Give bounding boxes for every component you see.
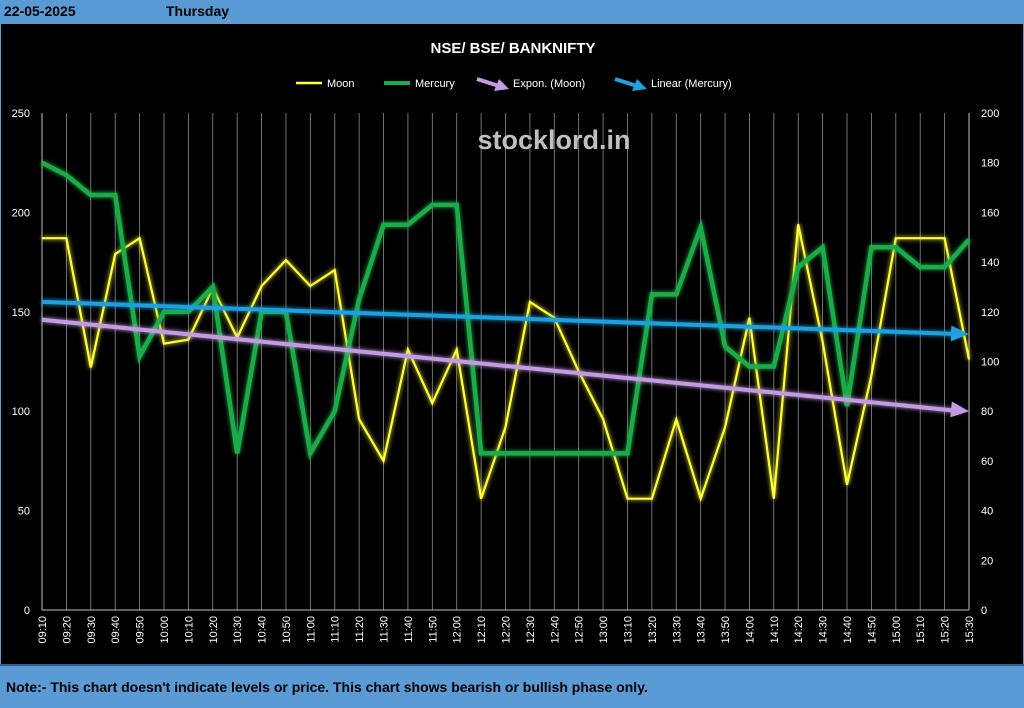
series-line-moon <box>42 224 971 503</box>
x-tick-label: 11:20 <box>354 616 366 643</box>
x-tick-label: 09:40 <box>110 616 122 644</box>
trendlines <box>41 299 969 418</box>
x-tick-label: 12:20 <box>501 616 513 644</box>
header-bar: 22-05-2025 Thursday <box>0 0 1024 25</box>
date-label: 22-05-2025 <box>4 3 76 19</box>
x-tick-label: 14:50 <box>866 616 878 644</box>
x-tick-label: 14:00 <box>744 616 756 644</box>
x-tick-label: 11:40 <box>403 616 415 643</box>
x-tick-label: 14:20 <box>793 616 805 644</box>
x-tick-label: 13:30 <box>671 616 683 644</box>
legend-expon-moon-arrowhead <box>494 79 509 91</box>
x-tick-label: 10:50 <box>281 616 293 644</box>
trendline-linear-mercury <box>41 299 962 337</box>
note-text: Note:- This chart doesn't indicate level… <box>6 679 648 695</box>
right-tick-label: 120 <box>981 307 999 319</box>
x-tick-label: 14:40 <box>842 616 854 644</box>
x-tick-label: 12:30 <box>525 616 537 644</box>
legend-linear-mercury-arrowhead <box>632 79 647 91</box>
right-tick-label: 80 <box>981 406 993 418</box>
x-tick-label: 12:00 <box>452 616 464 644</box>
x-tick-label: 12:10 <box>476 616 488 644</box>
trendline-linear-mercury-arrowhead <box>950 325 969 342</box>
legend-linear-mercury-swatch <box>614 77 638 88</box>
x-tick-label: 11:10 <box>330 616 342 643</box>
x-tick-label: 15:00 <box>891 616 903 644</box>
x-tick-label: 13:00 <box>598 616 610 644</box>
legend-expon-moon-label: Expon. (Moon) <box>513 78 585 90</box>
x-tick-label: 13:50 <box>720 616 732 644</box>
x-tick-label: 10:40 <box>257 616 269 644</box>
series-line-mercury <box>40 160 971 460</box>
x-tick-label: 12:50 <box>574 616 586 644</box>
left-tick-label: 200 <box>12 207 30 219</box>
x-tick-label: 09:10 <box>37 616 49 644</box>
trendline-expon-moon <box>41 317 962 414</box>
x-tick-label: 11:00 <box>305 616 317 643</box>
axes: 0 50 100 150 200 250 0 20 40 60 80 100 120 140 160 180 2… <box>12 108 1000 644</box>
x-tick-label: 15:20 <box>940 616 952 644</box>
right-tick-label: 20 <box>981 555 993 567</box>
right-tick-label: 160 <box>981 207 999 219</box>
right-tick-label: 60 <box>981 456 993 468</box>
x-tick-label: 12:40 <box>549 616 561 644</box>
x-tick-label: 10:00 <box>159 616 171 644</box>
legend-expon-moon-swatch <box>476 77 500 88</box>
left-tick-label: 150 <box>12 307 30 319</box>
left-tick-label: 250 <box>12 108 30 120</box>
right-tick-label: 100 <box>981 357 999 369</box>
legend-moon-label: Moon <box>327 78 355 90</box>
series-lines <box>40 160 971 503</box>
left-tick-label: 50 <box>18 506 30 518</box>
x-tick-label: 10:30 <box>232 616 244 644</box>
x-tick-label: 09:50 <box>135 616 147 644</box>
x-tick-label: 09:20 <box>61 616 73 644</box>
x-tick-label: 14:10 <box>769 616 781 644</box>
x-tick-label: 14:30 <box>818 616 830 644</box>
x-tick-label: 15:10 <box>915 616 927 644</box>
x-tick-label: 15:30 <box>964 616 976 644</box>
chart-title: NSE/ BSE/ BANKNIFTY <box>430 40 595 57</box>
vertical-gridlines <box>41 113 970 610</box>
x-tick-label: 10:20 <box>208 616 220 644</box>
legend: Moon Mercury Expon. (Moon) Linear (Mercury) <box>296 77 732 91</box>
x-tick-label: 11:30 <box>379 616 391 643</box>
right-tick-label: 200 <box>981 108 999 120</box>
legend-linear-mercury-label: Linear (Mercury) <box>651 78 732 90</box>
right-tick-label: 40 <box>981 506 993 518</box>
watermark: stocklord.in <box>477 125 630 155</box>
right-tick-label: 0 <box>981 605 987 617</box>
x-tick-label: 13:20 <box>647 616 659 644</box>
x-tick-label: 11:50 <box>427 616 439 643</box>
x-tick-label: 10:10 <box>183 616 195 644</box>
trendline-expon-moon-arrowhead <box>950 401 969 418</box>
x-tick-label: 13:40 <box>696 616 708 644</box>
right-tick-label: 180 <box>981 158 999 170</box>
day-label: Thursday <box>166 3 230 19</box>
note-bar: Note:- This chart doesn't indicate level… <box>0 664 1024 708</box>
right-tick-label: 140 <box>981 257 999 269</box>
left-tick-label: 0 <box>24 605 30 617</box>
legend-mercury-label: Mercury <box>415 78 455 90</box>
line-chart: 0 50 100 150 200 250 0 20 40 60 80 100 120 140 160 180 2… <box>12 40 1000 644</box>
x-tick-label: 09:30 <box>86 616 98 644</box>
x-tick-label: 13:10 <box>622 616 634 644</box>
left-tick-label: 100 <box>12 406 30 418</box>
chart-area: 0 50 100 150 200 250 0 20 40 60 80 100 120 140 160 180 2… <box>0 24 1024 664</box>
